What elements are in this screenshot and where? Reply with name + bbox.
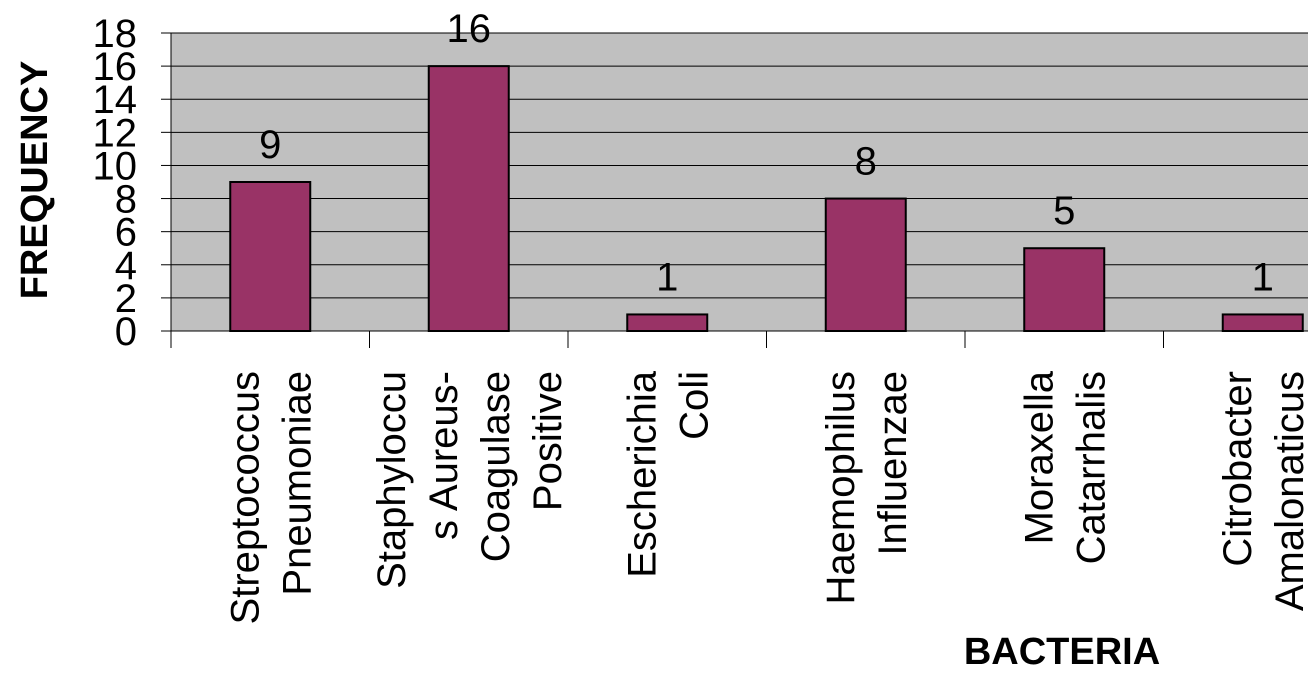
bar [229, 181, 312, 332]
axes [161, 32, 1308, 348]
y-tick-label: 8 [115, 178, 137, 222]
y-tick-label: 16 [93, 45, 138, 89]
data-label: 1 [656, 255, 678, 299]
category-label: Moraxella [1017, 370, 1061, 544]
category-label: Influenzae [871, 371, 915, 556]
x-axis-title: BACTERIA [964, 631, 1160, 673]
category-label: Staphyloccu [370, 371, 414, 589]
bar [626, 313, 709, 333]
bar [1221, 313, 1304, 333]
category-label: Citrobacter [1216, 371, 1260, 567]
y-tick-label: 12 [93, 111, 138, 155]
data-label: 5 [1053, 189, 1075, 233]
category-label: Coli [672, 371, 716, 440]
category-label: Haemophilus [819, 371, 863, 604]
y-tick-label: 0 [115, 310, 137, 354]
data-label: 8 [855, 140, 877, 184]
y-axis-title: FREQUENCY [14, 61, 56, 300]
category-label: Pneumoniae [275, 371, 319, 596]
category-label: Positive [526, 371, 570, 511]
y-tick-label: 6 [115, 211, 137, 255]
y-tick-label: 18 [93, 12, 138, 56]
category-label: s Aureus- [422, 371, 466, 540]
y-tick-label: 2 [115, 277, 137, 321]
bar [1023, 247, 1106, 333]
y-tick-label: 14 [93, 78, 138, 122]
category-label: Catarrhalis [1069, 371, 1113, 564]
category-labels: Streptococcus Pneumoniae Staphyloccu s Aure… [223, 370, 1308, 624]
data-label: 1 [1252, 255, 1274, 299]
category-label: Escherichia [620, 370, 664, 578]
y-tick-label: 4 [115, 244, 137, 288]
data-label: 16 [447, 7, 492, 51]
category-label: Coagulase [474, 371, 518, 562]
data-label: 9 [259, 123, 281, 167]
category-label: Amalonaticus [1268, 371, 1308, 611]
bars [229, 65, 1304, 333]
y-tick-label: 10 [93, 144, 138, 188]
bar [824, 197, 907, 332]
plot-area [171, 33, 1308, 331]
data-labels: 9 16 1 8 5 1 [259, 7, 1274, 299]
category-label: Streptococcus [223, 371, 267, 624]
bar [427, 65, 510, 332]
gridlines [171, 32, 1308, 332]
